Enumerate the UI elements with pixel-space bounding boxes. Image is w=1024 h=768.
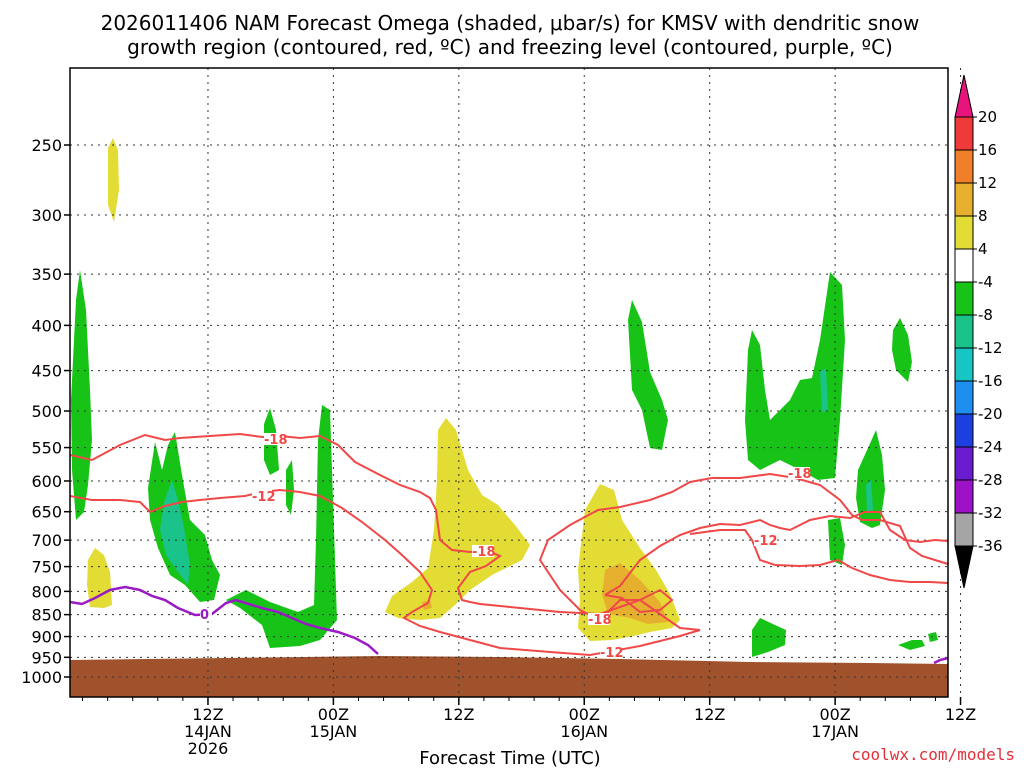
colorbar-label: 20 [978, 108, 997, 126]
colorbar-label: -32 [978, 504, 1003, 522]
colorbar-bin [954, 446, 974, 481]
omega-region-green-10 [828, 518, 845, 565]
x-tick-label: 17JAN [811, 722, 859, 741]
colorbar-bin [954, 149, 974, 184]
omega-region-orange-small [422, 600, 432, 610]
y-tick-label: 500 [31, 402, 62, 421]
omega-shading [71, 138, 938, 657]
y-tick-label: 850 [31, 606, 62, 625]
x-axis-label: Forecast Time (UTC) [419, 748, 600, 768]
x-tick-label: 12Z [443, 705, 474, 724]
colorbar-bin [954, 413, 974, 448]
colorbar-bin [954, 248, 974, 283]
omega-region-green-12 [898, 640, 925, 650]
colorbar-label: -36 [978, 537, 1003, 555]
omega-region-upper-yellow [108, 138, 119, 222]
y-tick-label: 650 [31, 503, 62, 522]
y-tick-label: 800 [31, 582, 62, 601]
y-axis: 250 300 350 400 450 500 550 600 650 700 750 800 850 9… [21, 136, 70, 687]
label-minus18-a: -18 [264, 433, 288, 448]
x-tick-label: 00Z [819, 705, 850, 724]
colorbar-bin [954, 380, 974, 415]
omega-region-green-8 [892, 318, 912, 382]
x-tick-label: 12Z [192, 705, 223, 724]
colorbar-bin [954, 215, 974, 250]
contour-labels: -18 -12 -18 -18 -12 -12 -18 0 [200, 433, 812, 661]
y-tick-label: 950 [31, 648, 62, 667]
omega-region-green-7 [745, 272, 845, 480]
x-tick-label: 16JAN [560, 722, 608, 741]
colorbar-bin [954, 314, 974, 349]
y-tick-label: 450 [31, 362, 62, 381]
y-tick-label: 300 [31, 206, 62, 225]
chart-title-line2: growth region (contoured, red, ºC) and f… [127, 35, 893, 59]
omega-region-green-11 [752, 618, 786, 657]
x-tick-label: 00Z [569, 705, 600, 724]
colorbar-bin [954, 281, 974, 316]
colorbar-bin [954, 347, 974, 382]
colorbar-label: -28 [978, 471, 1003, 489]
x-tick-label: 14JAN [184, 722, 232, 741]
colorbar-bin [954, 479, 974, 514]
dgz-inner-contour [689, 529, 949, 584]
colorbar-label: 4 [978, 240, 988, 258]
x-tick-label: 12Z [945, 705, 976, 724]
y-tick-label: 700 [31, 531, 62, 550]
omega-region-green-9 [856, 430, 885, 528]
label-minus18-d: -18 [788, 467, 812, 482]
x-tick-label: 12Z [694, 705, 725, 724]
y-tick-label: 600 [31, 472, 62, 491]
freezing-level-contour-right [933, 656, 949, 665]
colorbar-label: -12 [978, 339, 1003, 357]
freezing-level-contour [69, 585, 379, 655]
colorbar-label: 8 [978, 207, 988, 225]
colorbar-bin [954, 116, 974, 151]
y-tick-label: 1000 [21, 668, 62, 687]
x-tick-label: 15JAN [310, 722, 358, 741]
label-minus12-c: -12 [754, 534, 778, 549]
label-minus12-a: -12 [252, 490, 276, 505]
omega-region-green-4 [286, 460, 294, 515]
omega-region-teal-7 [820, 368, 828, 412]
y-tick-label: 250 [31, 136, 62, 155]
colorbar-label: -8 [978, 306, 993, 324]
omega-region-green-1 [71, 270, 92, 520]
colorbar-bin [954, 512, 974, 547]
y-tick-label: 550 [31, 439, 62, 458]
colorbar-label: -24 [978, 438, 1003, 456]
colorbar-label: 16 [978, 141, 997, 159]
dgz-minus18-contour-right [604, 511, 949, 596]
x-tick-label: 00Z [318, 705, 349, 724]
y-tick-label: 350 [31, 265, 62, 284]
colorbar: 20 16 12 8 4 -4 -8 -12 -16 -20 -24 -28 -32 -36 [954, 74, 1003, 589]
x-tick-label: 2026 [188, 739, 229, 758]
y-tick-label: 750 [31, 558, 62, 577]
y-tick-label: 400 [31, 316, 62, 335]
omega-region-green-2 [148, 432, 220, 602]
colorbar-label: 12 [978, 174, 997, 192]
omega-region-green-6 [628, 300, 668, 450]
credit-text: coolwx.com/models [851, 745, 1015, 764]
colorbar-bottom-arrow [954, 545, 974, 589]
label-freezing-0: 0 [200, 608, 209, 623]
label-minus12-b: -12 [600, 646, 624, 661]
colorbar-top-arrow [954, 74, 974, 118]
terrain-ground [70, 656, 948, 697]
dgz-minus18-contour [69, 432, 674, 616]
colorbar-label: -16 [978, 372, 1003, 390]
colorbar-label: -4 [978, 273, 993, 291]
colorbar-label: -20 [978, 405, 1003, 423]
label-minus18-b: -18 [472, 545, 496, 560]
chart-title-line1: 2026011406 NAM Forecast Omega (shaded, μ… [101, 11, 920, 35]
omega-region-teal-9 [866, 480, 873, 512]
y-tick-label: 900 [31, 628, 62, 647]
colorbar-bin [954, 182, 974, 217]
dgz-minus12-contour-right [538, 472, 949, 622]
omega-region-mid-yellow [385, 418, 530, 620]
omega-region-green-5 [226, 405, 337, 648]
label-minus18-c: -18 [588, 613, 612, 628]
